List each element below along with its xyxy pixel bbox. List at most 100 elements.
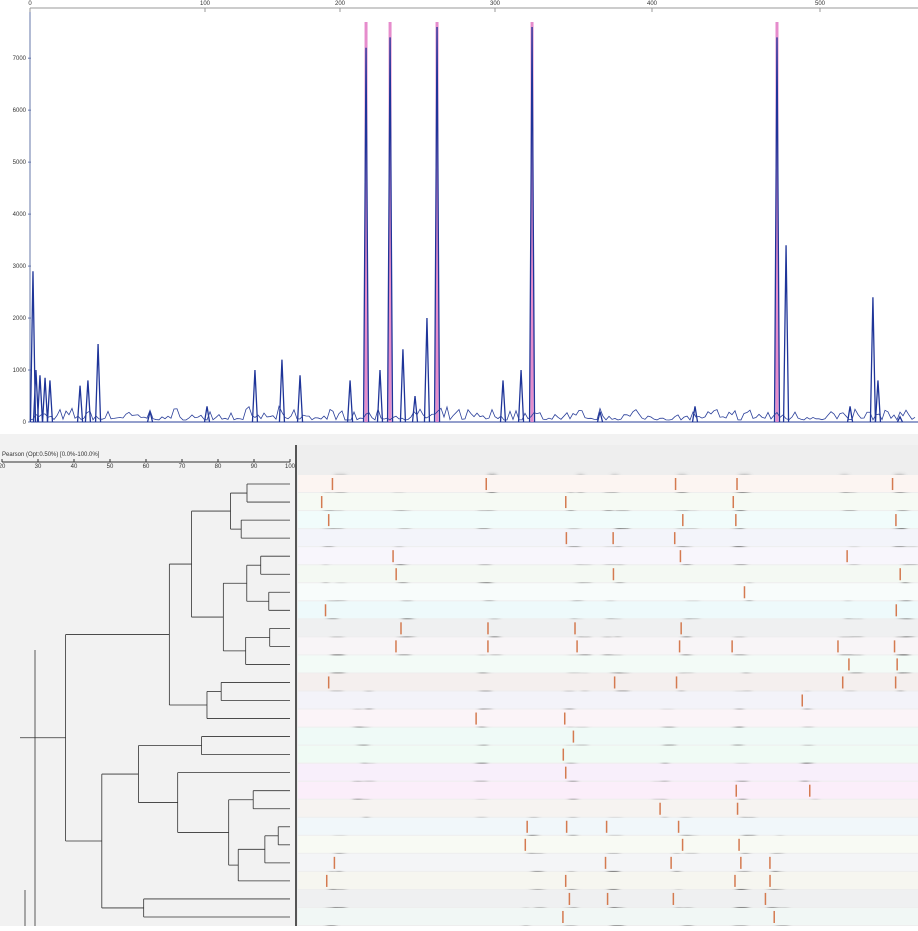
x-tick-label: 400 bbox=[647, 1, 658, 7]
scale-tick-label: 20 bbox=[0, 464, 6, 470]
band-marker bbox=[565, 820, 568, 833]
y-tick-label: 5000 bbox=[13, 160, 27, 166]
band-marker bbox=[895, 604, 898, 617]
gel-lane bbox=[298, 799, 918, 817]
band-marker bbox=[764, 892, 767, 905]
peak bbox=[423, 318, 431, 423]
band-marker bbox=[606, 892, 609, 905]
band-marker bbox=[612, 532, 614, 545]
peak bbox=[146, 411, 154, 423]
peak bbox=[84, 380, 92, 423]
x-tick-label: 500 bbox=[815, 1, 826, 7]
peak bbox=[76, 385, 84, 423]
peak bbox=[399, 349, 407, 423]
band-marker bbox=[563, 712, 566, 725]
band-marker bbox=[679, 550, 682, 563]
gel-lane bbox=[298, 583, 918, 601]
band-marker bbox=[325, 874, 328, 887]
gel-lane bbox=[298, 619, 918, 637]
band-marker bbox=[612, 568, 615, 581]
gel-lane bbox=[298, 853, 918, 871]
gel-lane bbox=[298, 691, 918, 709]
gel-lane bbox=[298, 745, 918, 763]
gel-lane bbox=[298, 727, 918, 745]
peak bbox=[251, 369, 259, 423]
y-tick-label: 0 bbox=[23, 420, 27, 426]
band-marker bbox=[320, 496, 323, 509]
x-tick-label: 200 bbox=[335, 1, 346, 7]
peak bbox=[278, 359, 286, 423]
band-marker bbox=[674, 478, 677, 491]
band-marker bbox=[894, 676, 897, 689]
x-tick-label: 100 bbox=[200, 1, 211, 7]
peak bbox=[896, 415, 904, 423]
peak bbox=[32, 369, 40, 423]
band-marker bbox=[677, 820, 680, 833]
gel-lane bbox=[298, 565, 918, 583]
band-marker bbox=[568, 892, 571, 905]
band-marker bbox=[331, 478, 334, 491]
band-marker bbox=[769, 874, 771, 887]
y-tick-label: 7000 bbox=[13, 56, 27, 62]
peak bbox=[41, 377, 49, 423]
band-marker bbox=[324, 604, 327, 617]
band-marker bbox=[395, 640, 397, 653]
scale-tick-label: 100 bbox=[285, 464, 296, 470]
peak bbox=[596, 411, 604, 423]
band-marker bbox=[562, 748, 565, 761]
band-marker bbox=[738, 838, 740, 851]
band-marker bbox=[485, 478, 487, 491]
band-marker bbox=[801, 694, 804, 707]
band-marker bbox=[327, 514, 330, 527]
band-marker bbox=[526, 820, 528, 833]
band-marker bbox=[475, 712, 477, 725]
band-marker bbox=[681, 838, 684, 851]
band-marker bbox=[769, 856, 771, 869]
band-marker bbox=[524, 838, 527, 851]
band-marker bbox=[395, 568, 397, 581]
peak bbox=[782, 245, 790, 423]
band-marker bbox=[846, 550, 848, 563]
band-marker bbox=[572, 730, 575, 743]
gel-lane bbox=[298, 655, 918, 673]
band-marker bbox=[605, 820, 608, 833]
peak bbox=[869, 297, 877, 423]
band-marker bbox=[773, 910, 775, 923]
gel-lane bbox=[298, 835, 918, 853]
y-tick-label: 3000 bbox=[13, 264, 27, 270]
band-marker bbox=[893, 640, 896, 653]
band-marker bbox=[564, 874, 567, 887]
band-marker bbox=[896, 658, 898, 671]
peak bbox=[29, 271, 37, 423]
peak bbox=[528, 26, 536, 423]
band-marker bbox=[809, 784, 811, 797]
y-tick-label: 1000 bbox=[13, 368, 27, 374]
band-marker bbox=[613, 676, 616, 689]
peak bbox=[499, 380, 507, 423]
trace-panel bbox=[0, 0, 918, 432]
band-marker bbox=[672, 892, 675, 905]
band-marker bbox=[673, 532, 676, 545]
band-marker bbox=[734, 874, 736, 887]
peak bbox=[203, 406, 211, 423]
band-marker bbox=[564, 766, 567, 779]
gel-lane bbox=[298, 817, 918, 835]
gel-lane bbox=[298, 601, 918, 619]
band-marker bbox=[487, 622, 489, 635]
band-marker bbox=[895, 514, 897, 527]
band-marker bbox=[487, 640, 489, 653]
band-marker bbox=[576, 640, 578, 653]
band-marker bbox=[400, 622, 402, 635]
peak bbox=[773, 37, 781, 423]
band-marker bbox=[743, 586, 746, 599]
y-tick-label: 2000 bbox=[13, 316, 27, 322]
band-marker bbox=[899, 568, 901, 581]
x-tick-label: 300 bbox=[490, 1, 501, 7]
peak bbox=[846, 406, 854, 423]
band-marker bbox=[682, 514, 684, 527]
band-marker bbox=[736, 802, 739, 815]
band-marker bbox=[574, 622, 576, 635]
band-marker bbox=[670, 856, 672, 869]
gel-lane bbox=[298, 637, 918, 655]
